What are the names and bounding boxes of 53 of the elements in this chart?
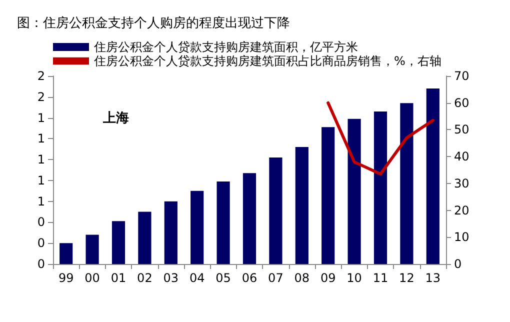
- bar: [60, 243, 73, 264]
- bar: [164, 201, 178, 264]
- bar: [242, 173, 256, 264]
- line-series: [326, 101, 434, 176]
- legend-label: 住房公积金个人贷款支持购房建筑面积占比商品房销售，%，右轴: [93, 54, 442, 68]
- y-tick-label: 0: [37, 257, 45, 271]
- bar: [190, 190, 204, 264]
- y-tick-label: 0: [37, 236, 45, 250]
- x-tick-label: 07: [268, 271, 284, 285]
- y2-tick-label: 20: [454, 203, 470, 218]
- x-tick-label: 05: [216, 271, 231, 285]
- bar: [216, 181, 230, 264]
- x-tick-label: 08: [294, 271, 310, 285]
- bar: [322, 127, 335, 264]
- x-tick-label: 12: [399, 271, 414, 285]
- x-tick-label: 06: [242, 271, 258, 285]
- bar: [400, 103, 414, 264]
- y2-tick-label: 50: [454, 122, 470, 137]
- x-tick-label: 11: [372, 271, 388, 285]
- y-tick-label: 2: [37, 90, 45, 104]
- x-tick-label: 10: [346, 271, 362, 285]
- x-tick-label: 09: [320, 271, 336, 285]
- x-tick-label: 00: [84, 271, 100, 285]
- bar: [269, 157, 282, 264]
- bar: [112, 221, 126, 264]
- y2-tick-label: 70: [454, 69, 470, 83]
- y-tick-label: 2: [37, 69, 45, 83]
- x-tick-label: 02: [137, 271, 152, 285]
- x-tick-label: 01: [110, 271, 126, 285]
- bar: [138, 212, 152, 264]
- y2-tick-label: 10: [454, 230, 470, 244]
- y-tick-label: 1: [37, 132, 45, 146]
- y2-tick-label: 0: [454, 257, 462, 271]
- y-tick-label: 1: [37, 110, 45, 125]
- y-tick-label: 1: [37, 173, 45, 188]
- bar: [426, 88, 440, 264]
- bar: [86, 234, 99, 264]
- y2-tick-label: 30: [454, 176, 470, 190]
- bar: [295, 147, 308, 264]
- chart-title: 图：住房公积金支持个人购房的程度出现过下降: [17, 15, 290, 31]
- x-tick-label: 13: [425, 271, 441, 285]
- x-tick-label: 04: [189, 271, 205, 285]
- y2-tick-label: 60: [454, 96, 470, 110]
- bar: [374, 112, 388, 264]
- y2-tick-label: 40: [454, 150, 470, 164]
- bar: [348, 118, 361, 264]
- y-tick-label: 1: [37, 152, 45, 167]
- legend-label: 住房公积金个人贷款支持购房建筑面积，亿平方米: [93, 40, 358, 54]
- y-tick-label: 0: [37, 215, 45, 230]
- annotation: 上海: [102, 111, 129, 126]
- y-tick-label: 1: [37, 194, 45, 208]
- x-tick-label: 99: [58, 271, 74, 285]
- x-tick-label: 03: [163, 271, 179, 285]
